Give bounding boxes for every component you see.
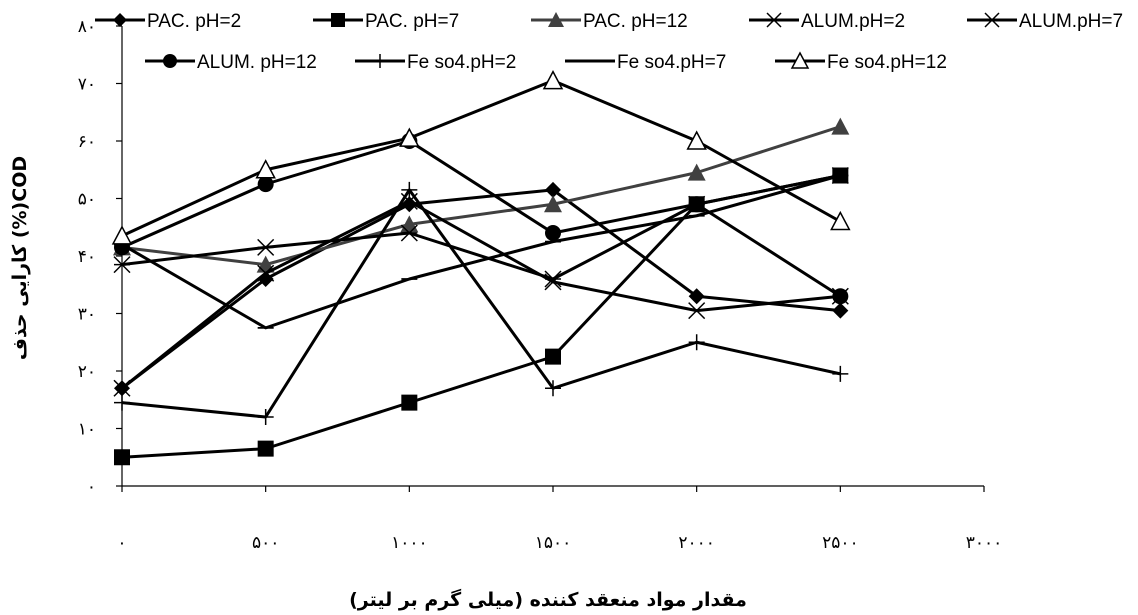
legend-label: ALUM. pH=12 xyxy=(197,52,317,73)
x-axis-title: مقدار مواد منعقد کننده (میلی گرم بر لیتر… xyxy=(349,588,747,611)
legend-label: ALUM.pH=2 xyxy=(801,11,905,32)
x-tick-label: ۲۵۰۰ xyxy=(822,533,859,553)
axes: ۰ ۱۰ ۲۰ ۳۰ ۴۰ ۵۰ ۶۰ ۷۰ ۸۰ ۰ ۵۰۰ ۱۰۰۰ ۱۵۰۰ ۲۰۰۰ ۲۵۰۰ ۳۰۰… xyxy=(78,17,1003,553)
data-point xyxy=(401,181,418,198)
y-axis-title: COD(%) کارایی حذف xyxy=(9,156,31,360)
data-point xyxy=(257,238,275,256)
series-line xyxy=(121,79,842,238)
legend-item: ALUM. pH=12 xyxy=(145,52,317,73)
data-point xyxy=(545,348,561,365)
data-point xyxy=(545,181,561,198)
data-point xyxy=(688,196,705,213)
data-point xyxy=(832,302,849,319)
legend-marker xyxy=(548,12,564,27)
data-point xyxy=(257,440,274,457)
series-line xyxy=(121,174,841,330)
data-point xyxy=(401,394,418,411)
y-tick-label: ۶۰ xyxy=(78,132,96,152)
legend-item: PAC. pH=7 xyxy=(313,11,459,32)
series-layer xyxy=(111,70,851,466)
data-point xyxy=(114,394,130,411)
x-tick-label: ۲۰۰۰ xyxy=(678,533,715,553)
y-tick-label: ۳۰ xyxy=(78,305,96,325)
legend-marker xyxy=(790,51,810,69)
data-point xyxy=(401,196,418,213)
legend-marker xyxy=(163,54,177,68)
legend-item: Fe so4.pH=7 xyxy=(565,52,726,73)
legend-marker xyxy=(984,12,1000,28)
series-6 xyxy=(114,133,849,305)
data-point xyxy=(688,334,705,351)
legend: PAC. pH=2 PAC. pH=7 PAC. pH=12 ALUM.pH=2 ALU… xyxy=(95,11,1123,73)
x-tick-label: ۱۰۰۰ xyxy=(391,533,428,553)
data-point xyxy=(832,365,849,382)
series-line xyxy=(121,139,842,298)
y-tick-label: ۰ xyxy=(87,477,96,497)
series-line xyxy=(121,174,841,459)
series-2 xyxy=(114,167,849,466)
legend-label: PAC. pH=7 xyxy=(365,11,459,32)
data-point xyxy=(111,225,133,245)
legend-label: PAC. pH=2 xyxy=(147,11,241,32)
data-point xyxy=(831,117,850,135)
series-7 xyxy=(114,181,849,425)
series-line xyxy=(121,125,841,267)
data-point xyxy=(545,380,561,397)
data-point xyxy=(542,70,564,90)
data-point xyxy=(830,210,851,231)
legend-item: PAC. pH=2 xyxy=(95,11,241,32)
y-tick-label: ۵۰ xyxy=(78,190,96,210)
series-9 xyxy=(111,70,851,245)
x-tick-label: ۳۰۰۰ xyxy=(966,533,1003,553)
data-point xyxy=(544,270,562,288)
y-tick-label: ۸۰ xyxy=(78,17,96,37)
series-line xyxy=(121,199,841,390)
legend-marker xyxy=(373,54,387,68)
data-point xyxy=(257,264,275,282)
data-point xyxy=(544,195,562,213)
data-point xyxy=(832,288,849,305)
data-point xyxy=(687,163,706,181)
data-point xyxy=(688,302,706,320)
y-tick-label: ۱۰ xyxy=(78,420,96,440)
data-point xyxy=(113,256,131,274)
x-tick-label: ۱۵۰۰ xyxy=(535,533,572,553)
y-tick-label: ۷۰ xyxy=(78,75,96,95)
legend-label: Fe so4.pH=12 xyxy=(827,52,947,73)
legend-label: PAC. pH=12 xyxy=(583,11,688,32)
legend-label: ALUM.pH=7 xyxy=(1019,11,1123,32)
data-point xyxy=(113,379,131,397)
legend-marker xyxy=(331,13,345,27)
legend-marker xyxy=(113,13,127,27)
series-4 xyxy=(113,192,849,397)
data-point xyxy=(686,130,707,150)
legend-item: ALUM.pH=7 xyxy=(967,11,1123,32)
data-point xyxy=(255,159,276,179)
data-point xyxy=(688,288,705,305)
series-line xyxy=(121,188,841,390)
legend-label: Fe so4.pH=7 xyxy=(617,52,726,73)
data-point xyxy=(400,224,418,242)
y-tick-label: ۴۰ xyxy=(78,247,96,267)
y-tick-label: ۲۰ xyxy=(78,362,96,382)
data-point xyxy=(257,176,274,193)
legend-item: ALUM.pH=2 xyxy=(749,11,905,32)
data-point xyxy=(399,127,420,147)
data-point xyxy=(257,409,274,425)
legend-item: PAC. pH=12 xyxy=(531,11,688,32)
legend-label: Fe so4.pH=2 xyxy=(407,52,516,73)
data-point xyxy=(114,449,130,466)
x-tick-label: ۵۰۰ xyxy=(252,533,279,553)
x-tick-label: ۰ xyxy=(117,533,126,553)
data-point xyxy=(545,225,561,241)
legend-item: Fe so4.pH=2 xyxy=(355,52,516,73)
series-line xyxy=(121,174,841,281)
series-line xyxy=(121,188,841,419)
legend-marker xyxy=(766,12,782,28)
legend-item: Fe so4.pH=12 xyxy=(775,51,947,73)
